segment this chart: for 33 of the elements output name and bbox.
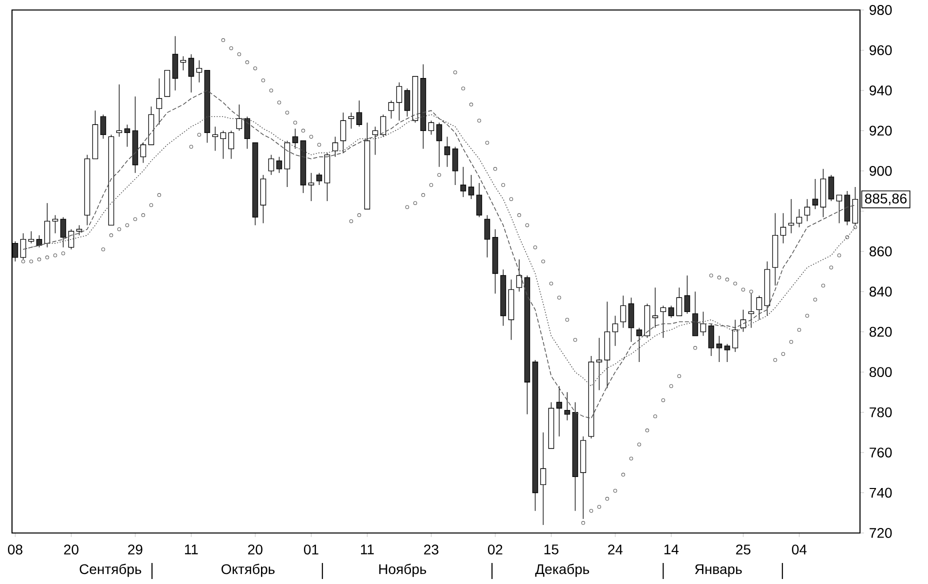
y-tick-label: 940 — [870, 86, 892, 96]
x-tick-label: 08 — [8, 544, 22, 555]
x-tick-label: 01 — [304, 544, 318, 555]
y-tick-label: 780 — [870, 407, 892, 418]
y-tick-label: 860 — [870, 246, 892, 256]
x-tick-label: 23 — [424, 544, 438, 555]
y-tick-label: 920 — [870, 126, 892, 136]
y-tick-label: 900 — [870, 166, 892, 176]
x-tick-label: 14 — [664, 544, 679, 554]
x-tick-label: 11 — [185, 544, 198, 554]
x-tick-label: 20 — [248, 544, 262, 555]
text: Октябрь — [222, 564, 275, 577]
y-tick-label: 840 — [870, 286, 892, 297]
y-tick-label: 820 — [870, 326, 892, 337]
text: Январь — [695, 564, 742, 577]
x-tick-label: 25 — [736, 544, 750, 555]
y-tick-label: 720 — [870, 528, 892, 538]
y-tick-label: 740 — [870, 488, 892, 498]
y-tick-label: 760 — [870, 448, 892, 458]
y-tick-label: 800 — [870, 367, 892, 378]
y-tick-label: 980 — [870, 5, 892, 15]
text: Декабрь — [535, 564, 590, 577]
x-tick-label: 15 — [544, 544, 558, 554]
x-tick-label: 02 — [488, 544, 502, 555]
text: 885,86 — [865, 194, 907, 206]
x-tick-label: 24 — [608, 544, 623, 554]
text: Ноябрь — [379, 564, 426, 577]
x-tick-label: 20 — [64, 544, 78, 555]
x-tick-label: 11 — [361, 544, 374, 554]
x-tick-label: 04 — [792, 544, 807, 555]
y-tick-label: 960 — [870, 45, 892, 56]
x-tick-label: 29 — [128, 544, 142, 555]
text: Сентябрь — [80, 564, 142, 577]
